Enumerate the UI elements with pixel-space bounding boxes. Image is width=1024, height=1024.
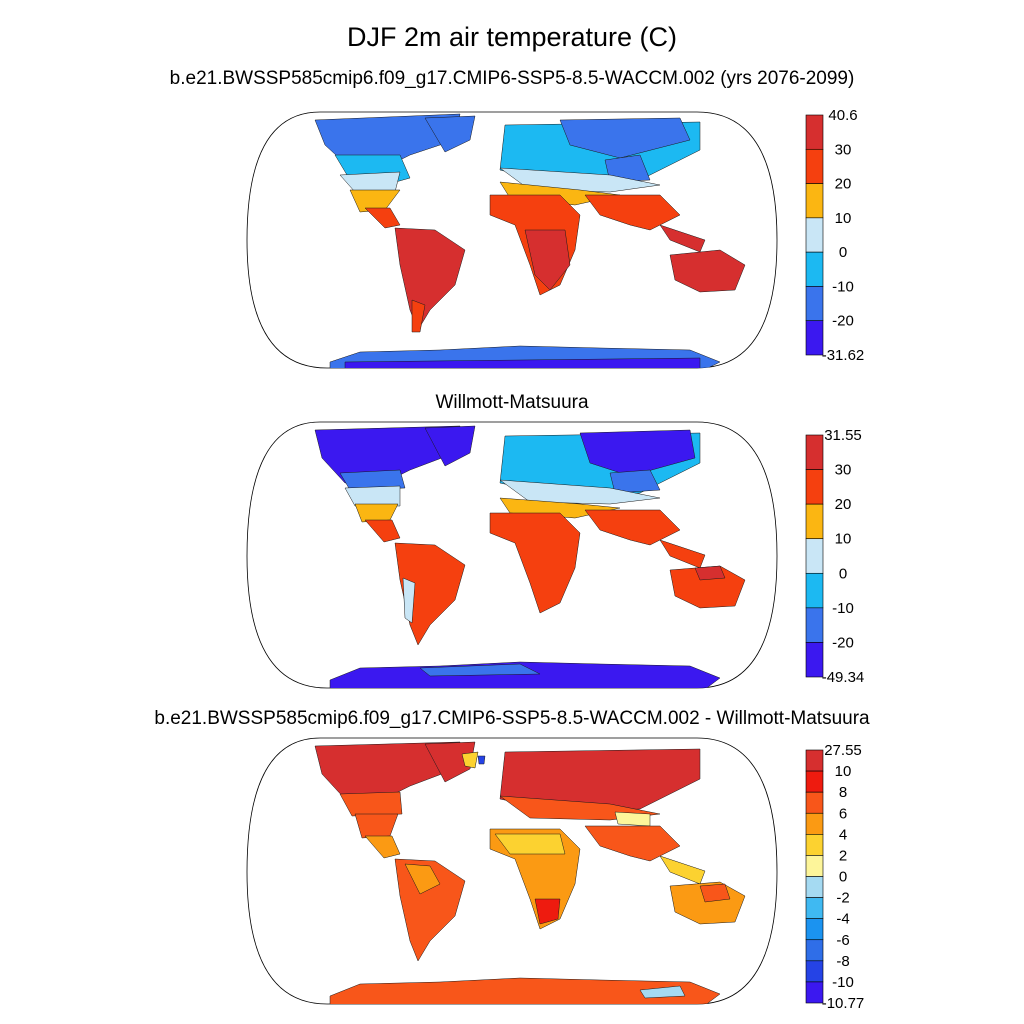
colorbar-1-label: -20	[832, 313, 854, 330]
colorbar-3-swatch	[805, 897, 824, 919]
colorbar-3-label: 2	[839, 847, 847, 864]
figure-title: DJF 2m air temperature (C)	[346, 22, 678, 52]
colorbar-1-swatch	[805, 148, 824, 184]
colorbar-2-label: 10	[835, 531, 852, 548]
colorbar-3-label: -10.77	[822, 995, 865, 1012]
colorbar-2-swatch	[805, 572, 824, 609]
colorbar-1-label: 20	[835, 176, 852, 193]
colorbar-2-label: 31.55	[824, 427, 862, 444]
colorbar-3-swatch	[805, 749, 824, 772]
colorbar-3-swatch	[805, 791, 824, 814]
colorbar-1-swatch	[805, 114, 824, 150]
colorbar-1-swatch	[805, 251, 824, 287]
colorbar-3-label: -8	[836, 953, 849, 970]
colorbar-1-label: 10	[835, 210, 852, 227]
colorbar-3-label: -6	[836, 932, 849, 949]
colorbar-2-swatch	[805, 642, 824, 678]
colorbar-3-swatch	[805, 960, 824, 983]
colorbar-1-swatch	[805, 183, 824, 219]
colorbar-2-label: -49.34	[822, 669, 865, 686]
colorbar-3-swatch	[805, 981, 824, 1004]
colorbar-3-label: 0	[839, 869, 847, 886]
colorbar-1-swatch	[805, 217, 824, 253]
colorbar-2-swatch	[805, 538, 824, 574]
colorbar-1-label: 0	[839, 244, 847, 261]
panel-2-subtitle: Willmott-Matsuura	[435, 392, 589, 413]
colorbar-3-swatch	[805, 770, 824, 793]
colorbar-1-swatch	[805, 286, 824, 322]
colorbar-3-label: 4	[839, 826, 847, 843]
colorbar-2-swatch	[805, 434, 824, 470]
colorbar-3-label: 6	[839, 805, 847, 822]
colorbar-3-swatch	[805, 855, 824, 877]
colorbar-2-label: -20	[832, 634, 854, 651]
colorbar-3-label: 27.55	[824, 742, 862, 759]
panel-1-subtitle: b.e21.BWSSP585cmip6.f09_g17.CMIP6-SSP5-8…	[169, 68, 855, 89]
panel-2-map	[246, 421, 778, 689]
colorbar-3-label: 10	[835, 763, 852, 780]
colorbar-2-label: -10	[832, 600, 854, 617]
colorbar-3-swatch	[805, 876, 824, 898]
colorbar-2-label: 0	[839, 565, 847, 582]
colorbar-3-label: -2	[836, 890, 849, 907]
colorbar-3-swatch	[805, 918, 824, 941]
colorbar-1-label: 40.6	[828, 107, 857, 124]
colorbar-3-swatch	[805, 812, 824, 835]
colorbar-2-swatch	[805, 469, 824, 505]
colorbar-1-label: 30	[835, 141, 852, 158]
colorbar-3-swatch	[805, 939, 824, 962]
colorbar-2-swatch	[805, 607, 824, 643]
panel-3-subtitle: b.e21.BWSSP585cmip6.f09_g17.CMIP6-SSP5-8…	[154, 708, 870, 729]
colorbar-3-label: -10	[832, 974, 854, 991]
panel-1-map	[246, 111, 778, 369]
colorbar-3-label: -4	[836, 911, 849, 928]
colorbar-1-label: -10	[832, 278, 854, 295]
colorbar-2-label: 30	[835, 462, 852, 479]
colorbar-1-swatch	[805, 320, 824, 356]
colorbar-2-swatch	[805, 503, 824, 540]
colorbar-1-label: -31.62	[822, 347, 865, 364]
colorbar-2-label: 20	[835, 496, 852, 513]
colorbar-3-label: 8	[839, 784, 847, 801]
colorbar-3-swatch	[805, 834, 824, 856]
panel-3-map	[246, 737, 778, 1005]
